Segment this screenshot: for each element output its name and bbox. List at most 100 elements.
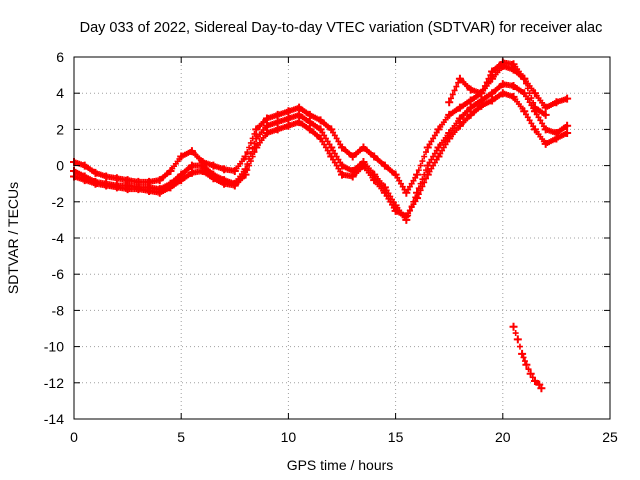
chart-title: Day 033 of 2022, Sidereal Day-to-day VTE… [80,20,603,36]
data-point [552,98,561,107]
data-point [305,110,314,119]
data-point [552,134,561,143]
data-point [488,89,497,98]
data-point [338,170,346,179]
data-point [209,161,218,170]
data-point [488,96,497,105]
data-point [230,167,239,176]
data-point [520,107,529,116]
data-point [530,376,539,385]
data-point [455,74,464,83]
data-point [327,125,336,134]
data-point [526,369,535,378]
data-point [273,118,282,127]
data-point [123,185,132,194]
y-tick-label: -4 [52,230,65,246]
data-point [563,121,572,130]
data-points [70,58,572,393]
data-point [155,176,164,185]
data-point [327,152,336,161]
data-point [518,349,527,358]
data-point [445,134,454,143]
data-point [316,116,325,125]
data-point [187,147,196,156]
data-point [241,152,250,161]
data-point [166,183,175,192]
data-point [391,170,400,179]
data-point [284,121,293,130]
data-point [455,114,464,123]
y-tick-label: -12 [44,375,64,391]
data-point [370,176,379,185]
data-point [80,161,89,170]
series-drop-out-segment [509,322,546,393]
data-point [466,110,475,119]
data-point [537,384,546,393]
x-tick-label: 25 [602,429,618,445]
grid [74,57,610,419]
data-point [498,89,507,98]
data-point [134,185,143,194]
data-point [477,101,486,110]
data-point [155,188,164,197]
data-point [380,161,389,170]
data-point [198,167,207,176]
data-point [359,143,368,152]
data-point [413,170,422,179]
y-tick-labels: -14 -12 -10 -8 -6 -4 -2 0 2 4 6 [44,49,64,427]
data-point [434,125,443,134]
x-axis-label: GPS time / hours [287,457,394,473]
data-point [402,212,411,221]
data-point [252,143,261,152]
data-point [220,179,229,188]
data-point [295,118,304,127]
series-track-c [70,89,572,221]
data-point [509,81,518,90]
data-point [541,110,550,119]
data-point [530,125,539,134]
data-point [102,172,111,181]
data-point [262,129,271,138]
series-track-a [70,62,572,197]
y-tick-label: -10 [44,339,64,355]
data-point [413,194,422,203]
data-point [316,125,325,134]
data-point [112,174,121,183]
data-point [541,125,550,134]
data-point [509,92,518,101]
marker-trail [71,90,571,220]
x-tick-label: 15 [388,429,404,445]
y-tick-label: 2 [56,121,64,137]
data-point [348,152,357,161]
y-tick-label: -14 [44,411,64,427]
data-point [455,121,464,130]
data-point [488,67,497,76]
data-point [166,167,175,176]
y-tick-label: -8 [52,302,65,318]
y-tick-label: 0 [56,158,64,174]
data-point [316,134,325,143]
data-point [423,170,432,179]
x-tick-label: 10 [281,429,297,445]
data-point [509,60,518,69]
data-point [423,143,432,152]
data-point [402,188,411,197]
data-point [359,161,368,170]
data-point [466,103,475,112]
series-track-b [70,80,572,224]
data-point [177,176,186,185]
data-point [262,114,271,123]
data-point [284,107,293,116]
x-tick-labels: 0 5 10 15 20 25 [70,429,618,445]
data-point [530,103,539,112]
data-point [187,161,196,170]
data-point [209,174,218,183]
data-point [284,114,293,123]
data-point [541,103,550,112]
y-tick-label: 6 [56,49,64,65]
data-point [80,176,89,185]
data-point [455,103,464,112]
marker-trail [71,81,571,223]
data-point [520,74,529,83]
